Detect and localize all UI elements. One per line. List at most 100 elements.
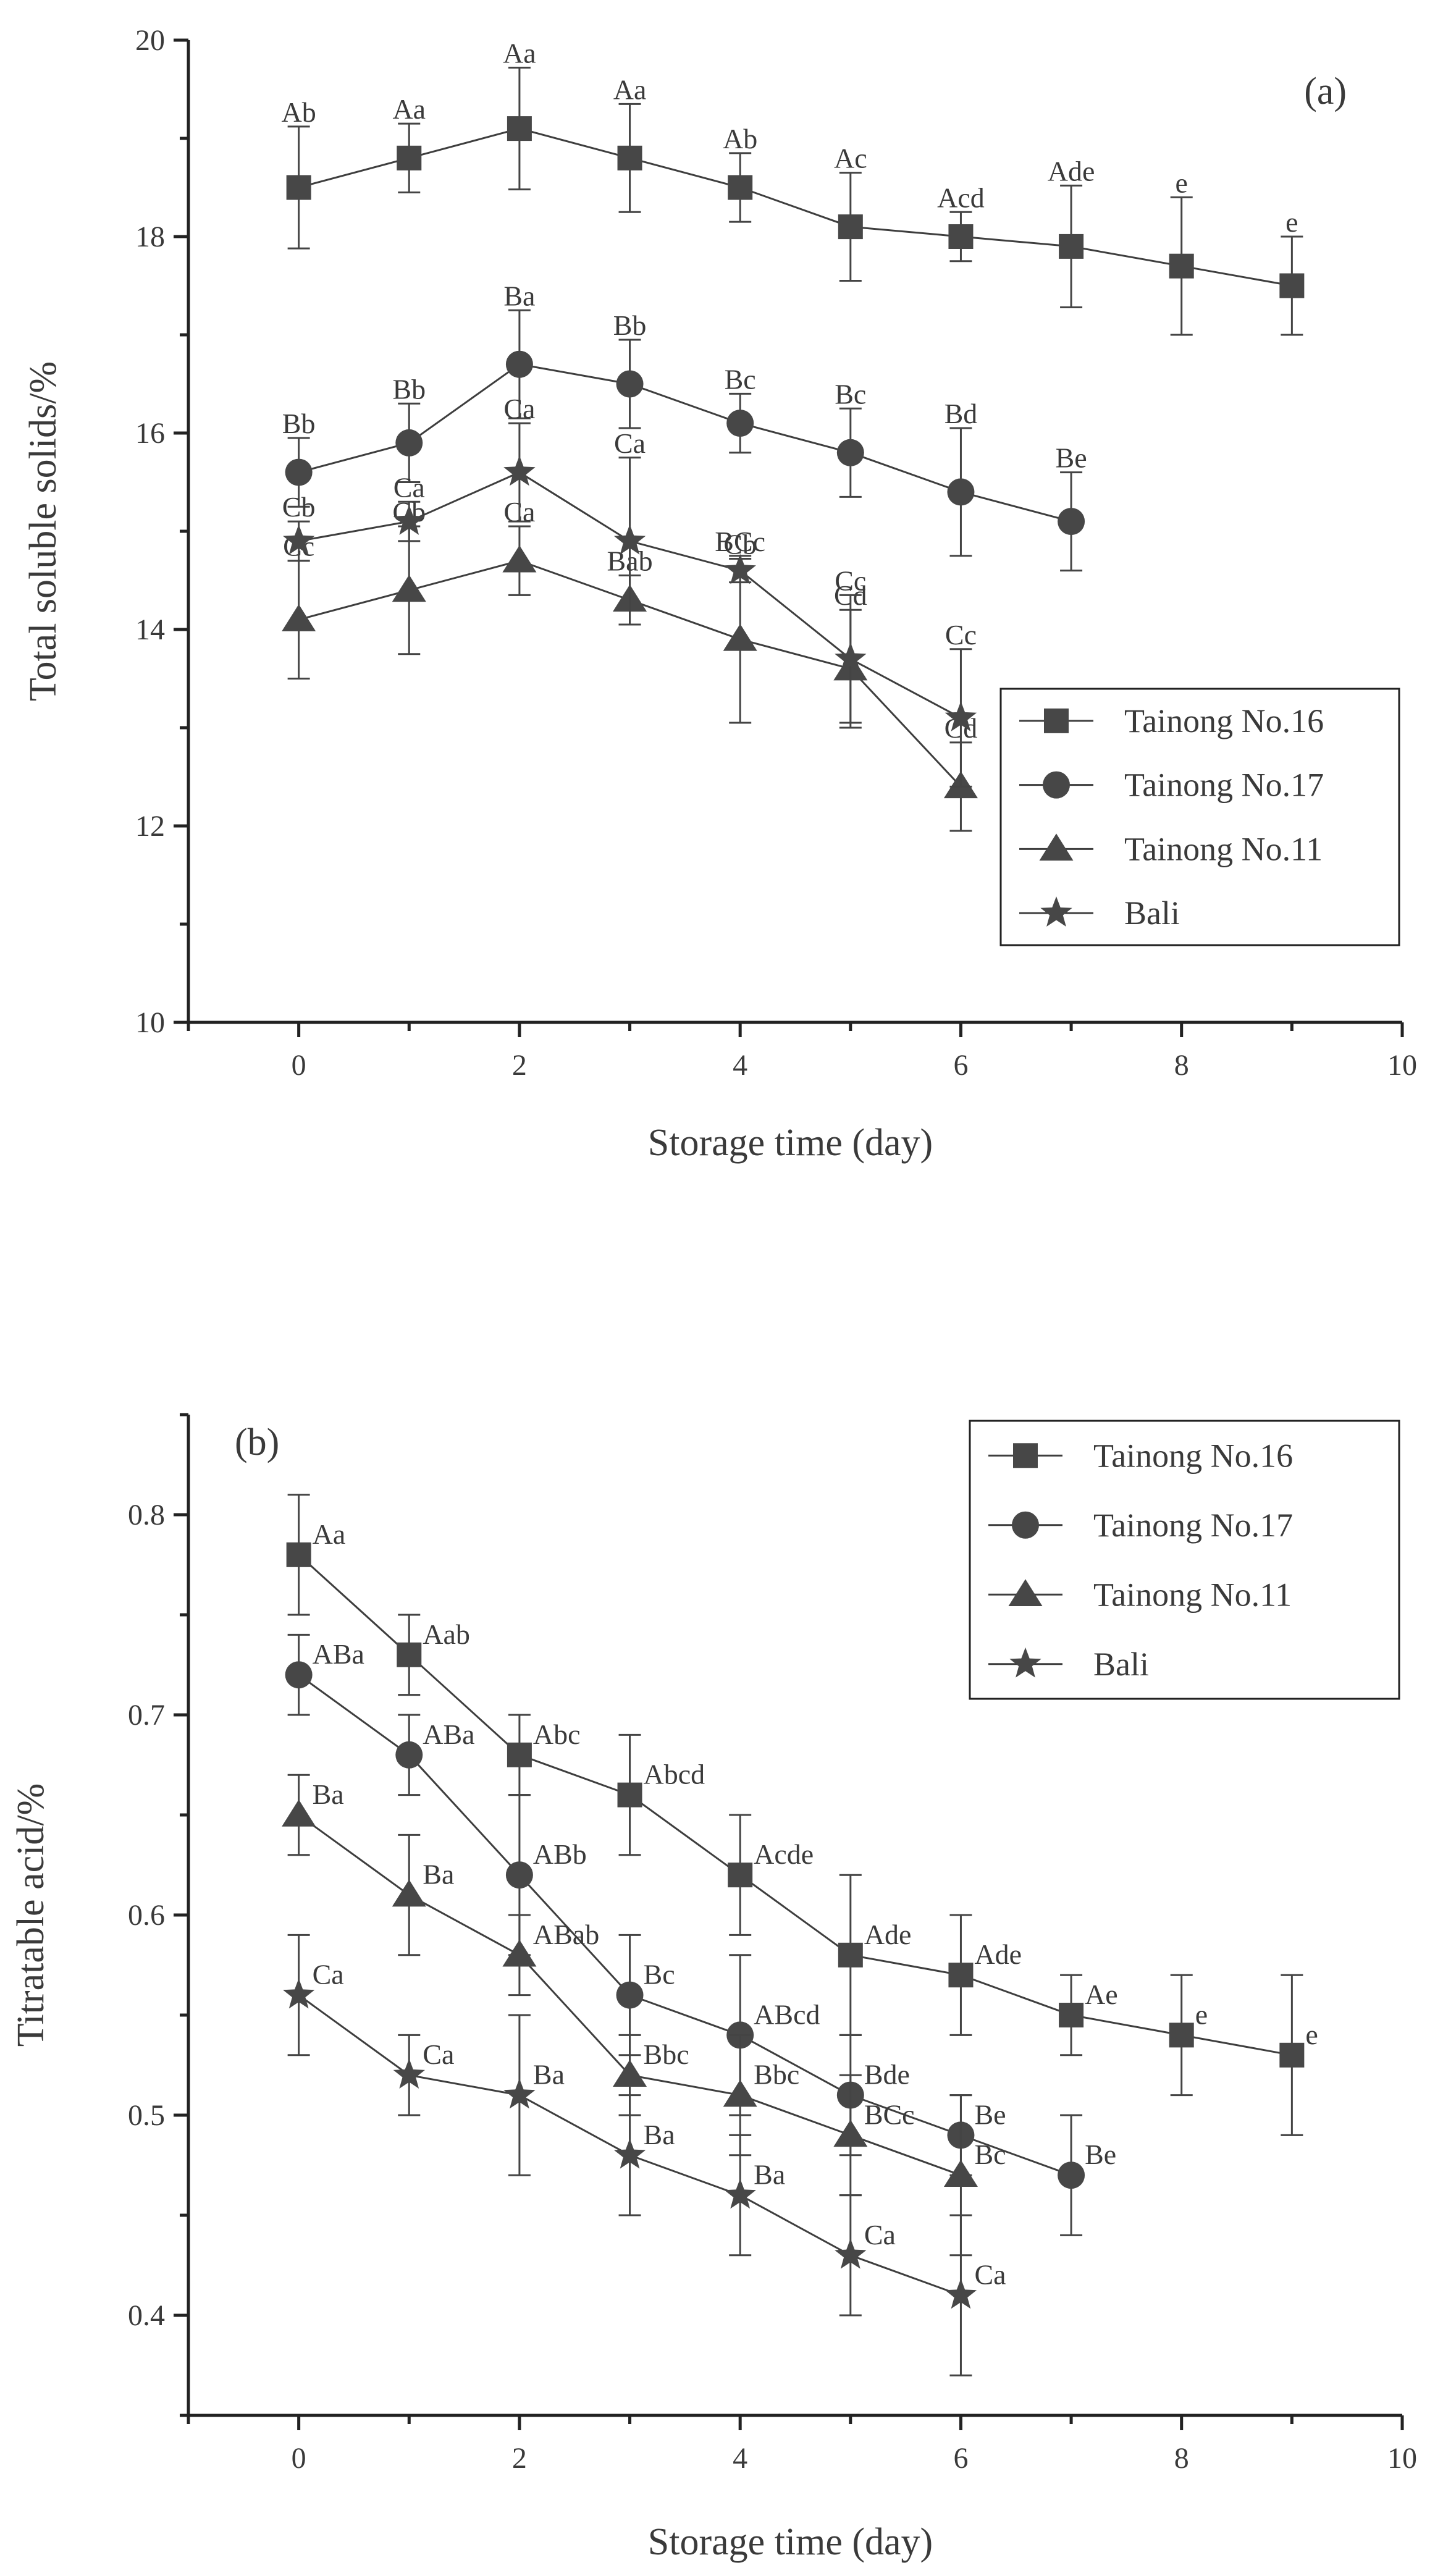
legend-marker xyxy=(1043,771,1070,799)
data-point xyxy=(616,1981,644,2009)
data-point xyxy=(507,116,532,141)
data-point xyxy=(836,439,864,466)
significance-label: Ba xyxy=(313,1778,344,1810)
data-point xyxy=(838,1942,863,1968)
significance-label: ABab xyxy=(533,1919,599,1950)
y-axis-title: Titratable acid/% xyxy=(10,1783,52,2047)
significance-label: Bb xyxy=(282,408,316,439)
data-point xyxy=(723,623,757,651)
significance-label: Ca xyxy=(393,471,425,503)
significance-label: Aa xyxy=(613,74,647,105)
significance-label: Ca xyxy=(614,427,646,459)
x-tick-label: 8 xyxy=(1174,1049,1189,1082)
data-point xyxy=(505,1861,533,1889)
data-point xyxy=(1059,234,1084,259)
significance-label: Bb xyxy=(392,373,426,405)
x-tick-label: 10 xyxy=(1387,1049,1417,1082)
significance-label: Ba xyxy=(533,2059,565,2090)
significance-label: Ca xyxy=(503,393,535,424)
x-tick-label: 2 xyxy=(512,1049,527,1082)
x-tick-label: 8 xyxy=(1174,2442,1189,2475)
legend-label: Tainong No.11 xyxy=(1124,830,1323,867)
significance-label: Be xyxy=(1056,442,1087,474)
significance-label: Ba xyxy=(754,2159,785,2191)
significance-label: e xyxy=(1195,1998,1208,2030)
data-point xyxy=(505,350,533,378)
panel-label: (a) xyxy=(1304,70,1347,112)
significance-label: Abcd xyxy=(644,1759,705,1790)
significance-label: Ca xyxy=(313,1959,344,1990)
data-point xyxy=(1279,2042,1305,2068)
significance-label: Cb xyxy=(723,529,757,560)
data-point xyxy=(833,2119,868,2147)
significance-label: Aa xyxy=(503,38,536,69)
significance-label: Ade xyxy=(974,1938,1022,1970)
significance-label: Ca xyxy=(974,2259,1006,2291)
data-point xyxy=(503,2078,536,2109)
data-point xyxy=(503,455,536,486)
significance-label: ABcd xyxy=(754,1998,820,2030)
legend-marker xyxy=(1012,1511,1039,1539)
y-tick-label: 0.4 xyxy=(128,2299,165,2332)
data-point xyxy=(283,524,315,555)
data-point xyxy=(1279,273,1305,298)
y-tick-label: 14 xyxy=(135,613,165,646)
series-bali: Ca Ca Ba Ba Ba Ca Ca xyxy=(283,1934,1006,2376)
legend-marker xyxy=(1013,1443,1038,1468)
y-tick-label: 20 xyxy=(135,24,165,57)
data-point xyxy=(282,1799,316,1827)
y-axis-title: Total soluble solids/% xyxy=(22,361,64,701)
data-point xyxy=(726,410,754,437)
significance-label: Bde xyxy=(864,2059,910,2090)
significance-label: Bc xyxy=(835,378,866,410)
significance-label: e xyxy=(1176,167,1188,198)
series-line xyxy=(298,363,1072,523)
significance-label: Bbc xyxy=(644,2039,689,2070)
data-point xyxy=(835,2238,867,2269)
data-point xyxy=(723,2079,757,2107)
data-point xyxy=(397,145,422,170)
series-tainong-no-17: Bb Bb Ba Bb Bc Bc Bd Be xyxy=(282,280,1087,572)
significance-label: Ba xyxy=(423,1859,454,1890)
legend-item-tainong-no-11: Tainong No.11 xyxy=(1019,830,1323,867)
x-tick-label: 4 xyxy=(733,1049,747,1082)
significance-label: Acd xyxy=(937,182,985,213)
significance-label: Bb xyxy=(613,309,647,341)
data-point xyxy=(944,701,977,731)
data-point xyxy=(724,554,756,584)
significance-label: BCc xyxy=(864,2098,915,2130)
significance-label: Be xyxy=(974,2098,1006,2130)
data-point xyxy=(507,1742,532,1767)
data-point xyxy=(613,2060,647,2087)
x-tick-label: 4 xyxy=(733,2442,747,2475)
legend-item-tainong-no-16: Tainong No.16 xyxy=(988,1437,1293,1474)
data-point xyxy=(838,214,863,240)
data-point xyxy=(286,1542,311,1567)
legend-item-tainong-no-17: Tainong No.17 xyxy=(988,1507,1293,1544)
significance-label: e xyxy=(1305,2019,1318,2050)
data-point xyxy=(1058,2161,1085,2189)
significance-label: Be xyxy=(1085,2139,1116,2170)
data-point xyxy=(948,1963,974,1988)
significance-label: Cb xyxy=(282,491,316,523)
y-ticks: 10 12 14 16 18 20 xyxy=(135,24,188,1039)
data-point xyxy=(393,2058,425,2089)
data-point xyxy=(948,224,974,249)
significance-label: ABa xyxy=(313,1638,364,1670)
data-point xyxy=(285,1661,313,1689)
series-tainong-no-16: Ab Aa Aa Aa Ab Ac Acd Ade e e xyxy=(282,38,1305,336)
significance-label: Ca xyxy=(423,2039,454,2070)
data-point xyxy=(728,1863,753,1888)
data-point xyxy=(502,545,537,573)
data-point xyxy=(1169,253,1194,279)
x-tick-label: 0 xyxy=(292,1049,306,1082)
data-point xyxy=(724,2178,756,2209)
panel-label: (b) xyxy=(235,1421,279,1463)
series-line xyxy=(298,1554,1292,2056)
legend-marker xyxy=(1008,1579,1043,1606)
series-bali: Cb Ca Ca Ca Cb Cc Cc xyxy=(282,393,977,788)
significance-label: Bc xyxy=(644,1959,675,1990)
data-point xyxy=(282,604,316,631)
data-point xyxy=(947,478,975,506)
data-point xyxy=(395,1741,423,1769)
